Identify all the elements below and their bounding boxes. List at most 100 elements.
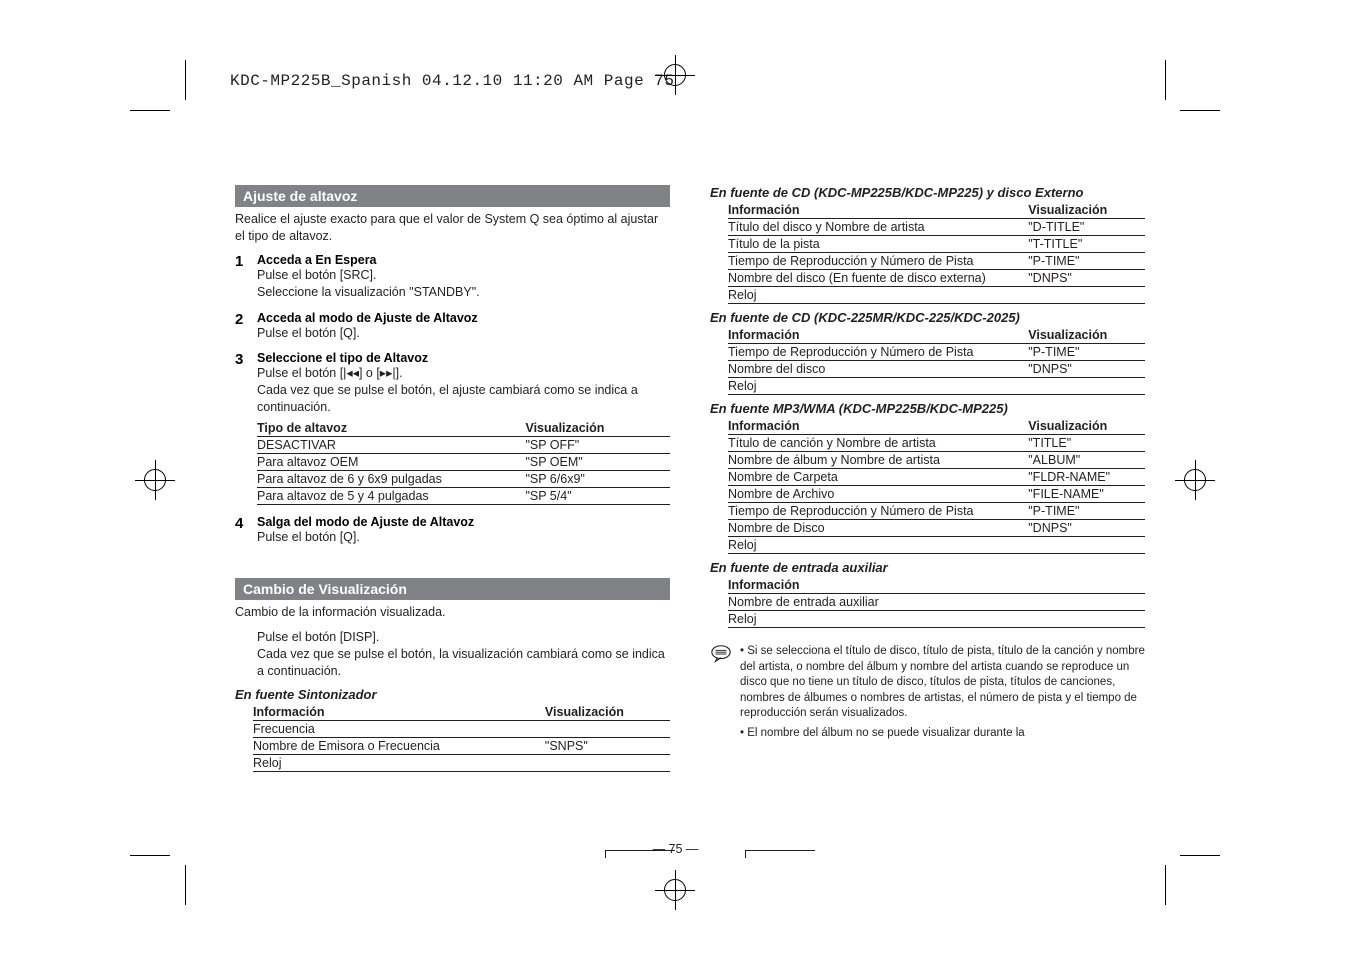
note-block: • Si se selecciona el título de disco, t… [710, 644, 1145, 741]
speaker-table: Tipo de altavoz Visualización DESACTIVAR… [257, 420, 670, 505]
table-cell: "D-TITLE" [1028, 219, 1145, 236]
table-cell: Nombre de Archivo [728, 486, 1028, 503]
page-rule [605, 850, 606, 858]
subhead-mp3: En fuente MP3/WMA (KDC-MP225B/KDC-MP225) [710, 401, 1145, 416]
note-icon [710, 644, 732, 664]
table-header: Información [728, 202, 1028, 219]
table-header: Visualización [545, 704, 670, 721]
crop-mark [1165, 865, 1166, 905]
crop-mark [1180, 110, 1220, 111]
step-4: 4 Salga del modo de Ajuste de Altavoz Pu… [235, 515, 670, 546]
subhead-cd-ext: En fuente de CD (KDC-MP225B/KDC-MP225) y… [710, 185, 1145, 200]
table-cell: "FILE-NAME" [1028, 486, 1145, 503]
running-head: KDC-MP225B_Spanish 04.12.10 11:20 AM Pag… [230, 72, 674, 90]
cd-225-table: Información Visualización Tiempo de Repr… [728, 327, 1145, 395]
step-2: 2 Acceda al modo de Ajuste de Altavoz Pu… [235, 311, 670, 342]
table-cell: Título de canción y Nombre de artista [728, 435, 1028, 452]
step-line: Seleccione la visualización "STANDBY". [257, 284, 670, 301]
step-line: Pulse el botón [|◂◂] o [▸▸|]. [257, 365, 670, 382]
step-line: Pulse el botón [Q]. [257, 325, 670, 342]
table-cell: "DNPS" [1028, 520, 1145, 537]
table-cell: "SP 6/6x9" [525, 471, 670, 488]
subhead-tuner: En fuente Sintonizador [235, 687, 670, 702]
table-cell: Reloj [728, 287, 1028, 304]
section-line: Pulse el botón [DISP]. [257, 629, 670, 646]
table-header: Información [728, 577, 1145, 594]
step-number: 3 [235, 351, 243, 368]
step-title: Acceda al modo de Ajuste de Altavoz [257, 311, 670, 325]
table-cell: "TITLE" [1028, 435, 1145, 452]
crop-mark [185, 60, 186, 100]
table-header: Visualización [525, 420, 670, 437]
table-cell: "SNPS" [545, 738, 670, 755]
table-cell: Reloj [728, 378, 1028, 395]
step-line: Pulse el botón [Q]. [257, 529, 670, 546]
table-cell: Reloj [253, 755, 545, 772]
note-text: Si se selecciona el título de disco, tít… [740, 645, 1145, 719]
table-cell: Título del disco y Nombre de artista [728, 219, 1028, 236]
section-title-speaker: Ajuste de altavoz [235, 185, 670, 207]
table-cell: Nombre de Disco [728, 520, 1028, 537]
mp3-table: Información Visualización Título de canc… [728, 418, 1145, 554]
table-cell: Nombre del disco (En fuente de disco ext… [728, 270, 1028, 287]
crop-mark [130, 110, 170, 111]
section-line: Cada vez que se pulse el botón, la visua… [257, 646, 670, 680]
table-cell: "FLDR-NAME" [1028, 469, 1145, 486]
table-header: Tipo de altavoz [257, 420, 525, 437]
cd-ext-table: Información Visualización Título del dis… [728, 202, 1145, 304]
table-cell: Nombre de Carpeta [728, 469, 1028, 486]
table-cell: "DNPS" [1028, 361, 1145, 378]
table-cell: Para altavoz de 5 y 4 pulgadas [257, 488, 525, 505]
table-header: Visualización [1028, 327, 1145, 344]
table-cell: Tiempo de Reproducción y Número de Pista [728, 253, 1028, 270]
table-cell [1028, 287, 1145, 304]
register-mark-top [655, 55, 695, 95]
table-cell: "SP OFF" [525, 437, 670, 454]
table-cell [1028, 537, 1145, 554]
crop-mark [1180, 855, 1220, 856]
register-mark-left [135, 460, 175, 500]
table-cell: Nombre de entrada auxiliar [728, 594, 1145, 611]
step-3: 3 Seleccione el tipo de Altavoz Pulse el… [235, 351, 670, 505]
page-rule [745, 850, 746, 858]
subhead-aux: En fuente de entrada auxiliar [710, 560, 1145, 575]
table-cell: "T-TITLE" [1028, 236, 1145, 253]
table-header: Visualización [1028, 418, 1145, 435]
step-number: 1 [235, 253, 243, 270]
crop-mark [1165, 60, 1166, 100]
table-cell: Reloj [728, 611, 1145, 628]
table-header: Información [728, 327, 1028, 344]
page-number: — 75 — [653, 842, 699, 856]
table-cell: "SP 5/4" [525, 488, 670, 505]
table-cell: Reloj [728, 537, 1028, 554]
step-number: 2 [235, 311, 243, 328]
table-cell: Nombre de Emisora o Frecuencia [253, 738, 545, 755]
note-bullet: • El nombre del álbum no se puede visual… [740, 726, 1145, 742]
table-header: Información [253, 704, 545, 721]
table-cell: Nombre de álbum y Nombre de artista [728, 452, 1028, 469]
table-cell: Frecuencia [253, 721, 545, 738]
table-cell [545, 755, 670, 772]
step-title: Seleccione el tipo de Altavoz [257, 351, 670, 365]
table-cell: Nombre del disco [728, 361, 1028, 378]
table-cell: "DNPS" [1028, 270, 1145, 287]
table-cell: "P-TIME" [1028, 344, 1145, 361]
table-cell [1028, 378, 1145, 395]
table-cell: "ALBUM" [1028, 452, 1145, 469]
table-cell [545, 721, 670, 738]
table-cell: Tiempo de Reproducción y Número de Pista [728, 503, 1028, 520]
right-column: En fuente de CD (KDC-MP225B/KDC-MP225) y… [710, 185, 1145, 778]
step-number: 4 [235, 515, 243, 532]
crop-mark [185, 865, 186, 905]
aux-table: Información Nombre de entrada auxiliar R… [728, 577, 1145, 628]
step-1: 1 Acceda a En Espera Pulse el botón [SRC… [235, 253, 670, 301]
table-cell: Título de la pista [728, 236, 1028, 253]
table-header: Información [728, 418, 1028, 435]
section-intro-display: Cambio de la información visualizada. [235, 604, 670, 621]
section-title-display: Cambio de Visualización [235, 578, 670, 600]
section-intro-speaker: Realice el ajuste exacto para que el val… [235, 211, 670, 245]
table-cell: DESACTIVAR [257, 437, 525, 454]
table-cell: Tiempo de Reproducción y Número de Pista [728, 344, 1028, 361]
left-column: Ajuste de altavoz Realice el ajuste exac… [235, 185, 670, 778]
table-cell: Para altavoz OEM [257, 454, 525, 471]
